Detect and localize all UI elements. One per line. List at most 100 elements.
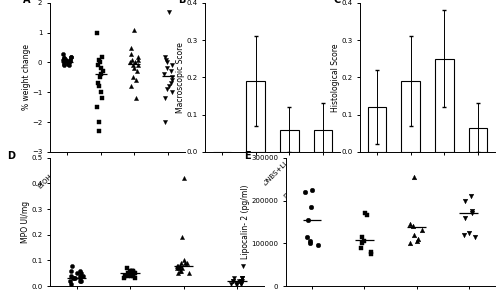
Point (173, 263, 181, 268)
Point (162, 57, 170, 62)
Y-axis label: Lipocalin- 2 (pg/ml): Lipocalin- 2 (pg/ml) (241, 185, 250, 259)
Point (64, 60, 72, 65)
Point (239, 263, 247, 268)
Point (80, 274, 88, 278)
Point (178, 266, 186, 270)
Point (185, 271, 193, 276)
Point (95, 120, 103, 124)
Point (406, 222, 414, 226)
Point (360, 239, 368, 244)
Point (74, 271, 82, 276)
Point (128, 63, 136, 68)
Point (360, 211, 368, 216)
Point (166, 69, 174, 74)
Point (77, 271, 85, 276)
Point (96, 75, 104, 80)
Point (67, 54, 75, 59)
Point (62, 57, 70, 62)
Y-axis label: Macroscopic Score: Macroscopic Score (176, 42, 184, 113)
Point (130, 66, 138, 71)
Point (366, 250, 374, 254)
Text: C: C (333, 0, 340, 6)
Point (164, 10, 172, 14)
Point (76, 279, 84, 283)
Point (410, 232, 418, 237)
Point (238, 279, 246, 283)
Point (307, 205, 315, 209)
Point (410, 175, 418, 179)
Point (174, 263, 182, 268)
Point (363, 213, 371, 218)
Point (237, 281, 245, 286)
Point (358, 234, 366, 239)
Point (64, 60, 72, 65)
Point (472, 234, 480, 239)
Point (229, 279, 237, 283)
Point (60, 62, 68, 66)
Point (124, 274, 132, 278)
Point (176, 263, 184, 268)
Point (168, 63, 176, 68)
Point (162, 120, 170, 124)
Point (131, 271, 139, 276)
Point (58, 57, 66, 62)
Point (163, 87, 171, 92)
Point (308, 187, 316, 192)
Point (167, 81, 175, 86)
Point (238, 276, 246, 281)
Point (120, 276, 128, 281)
Point (464, 230, 472, 235)
Point (177, 268, 185, 273)
Point (238, 276, 246, 281)
Point (129, 268, 137, 273)
Point (237, 279, 245, 283)
Bar (469, 128, 488, 152)
Y-axis label: % weight change: % weight change (22, 44, 30, 110)
Point (124, 266, 132, 270)
Text: A: A (23, 0, 30, 6)
Point (77, 279, 85, 283)
Point (128, 268, 136, 273)
Point (306, 241, 314, 246)
Point (132, 276, 140, 281)
Y-axis label: Histological Score: Histological Score (330, 43, 340, 112)
Point (67, 54, 75, 59)
Point (228, 281, 235, 286)
Point (60, 56, 68, 60)
Point (94, 63, 102, 68)
Point (134, 63, 142, 68)
Point (306, 239, 314, 244)
Point (65, 63, 73, 68)
Point (314, 243, 322, 248)
Point (366, 252, 374, 256)
Point (412, 239, 420, 244)
Bar (368, 107, 386, 152)
Point (96, 129, 104, 133)
Point (174, 271, 182, 276)
Point (132, 78, 140, 83)
Bar (314, 130, 332, 152)
Bar (280, 130, 298, 152)
Point (160, 96, 168, 100)
Point (60, 63, 68, 68)
Point (66, 59, 74, 63)
Point (304, 218, 312, 222)
Point (358, 241, 366, 246)
Point (468, 211, 476, 216)
Point (462, 198, 469, 203)
Point (232, 281, 240, 286)
Point (92, 30, 100, 35)
Point (97, 66, 105, 71)
Point (180, 258, 188, 263)
Point (96, 90, 104, 95)
Point (414, 237, 422, 241)
Point (67, 281, 75, 286)
Point (94, 105, 102, 110)
Point (94, 81, 102, 86)
Point (235, 279, 243, 283)
Point (127, 274, 135, 278)
Point (178, 235, 186, 240)
Point (68, 263, 76, 268)
Point (59, 51, 67, 56)
Point (126, 51, 134, 56)
